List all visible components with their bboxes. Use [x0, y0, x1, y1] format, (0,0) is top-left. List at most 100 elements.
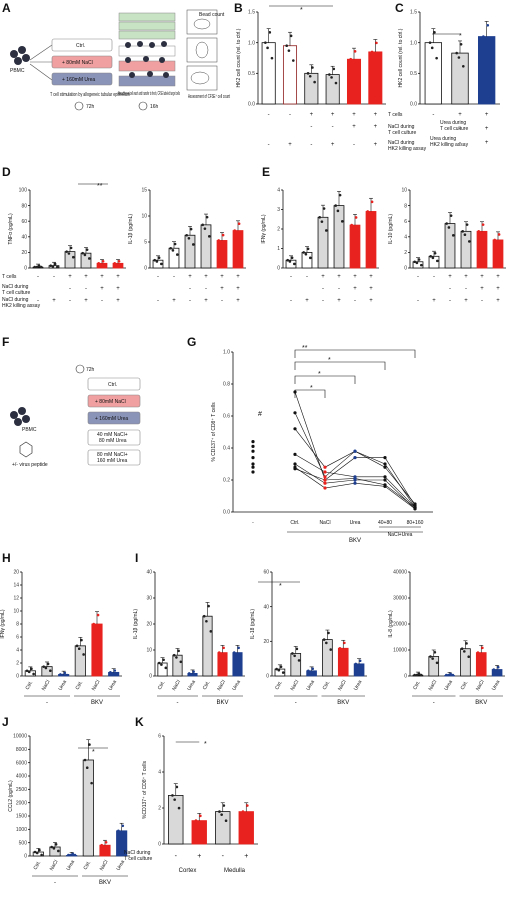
E1-sign: + — [321, 274, 325, 280]
E2-ytick-label: 6 — [404, 219, 407, 225]
D2-point — [219, 241, 223, 245]
D2-point — [217, 239, 220, 242]
I3-ytick-label: 30000 — [393, 596, 407, 602]
J-point — [85, 766, 89, 770]
E2-point — [431, 256, 435, 260]
K-group-label: Medulla — [224, 868, 246, 874]
I2-point — [293, 654, 296, 658]
B-sign: + — [374, 112, 378, 118]
I1-ytick-label: 40 — [146, 570, 152, 576]
E2-sign: - — [449, 298, 451, 304]
K-point — [194, 819, 198, 822]
D2-point — [160, 262, 163, 266]
C-point — [430, 46, 434, 50]
E1-point — [290, 256, 294, 260]
G-point — [383, 475, 387, 479]
G-ytick-label: 0.4 — [223, 446, 230, 452]
I3-point — [481, 646, 484, 650]
G-point — [383, 462, 387, 466]
pbmc-label-f: PBMC — [22, 427, 37, 433]
D-rowlabel-1: T cells — [2, 274, 17, 280]
D2-point — [176, 253, 179, 256]
E2-ytick-label: 4 — [404, 235, 407, 241]
E1-bar — [333, 205, 345, 269]
I2-xtick-label: Urea — [353, 679, 364, 692]
K-point — [173, 798, 176, 801]
I3-xtick-label: Urea — [491, 679, 502, 692]
G-point — [293, 452, 297, 456]
I2-point — [361, 667, 364, 670]
I1-point — [207, 604, 210, 608]
D2-point — [201, 223, 204, 227]
D-rowlabel-3: NaCl during — [2, 297, 29, 303]
B-point — [349, 57, 353, 61]
G-xtick-label: - — [252, 520, 254, 526]
I3-point — [419, 673, 423, 677]
D1-ylabel: TNFα (pg/mL) — [8, 213, 14, 245]
I2-ytick-label: 0 — [266, 674, 269, 680]
I3-xtick-label: Urea — [443, 679, 454, 692]
G-point — [251, 440, 255, 444]
I2-xtick-label: NaCl — [337, 679, 348, 692]
D2-point — [192, 243, 195, 246]
B-sign: - — [310, 142, 312, 148]
panel-label-f: F — [2, 335, 9, 349]
I1-bar — [232, 652, 243, 677]
I2-point — [322, 638, 326, 641]
B-point — [268, 31, 272, 34]
sig-g2: * — [328, 357, 331, 364]
D2-sign: - — [157, 274, 159, 280]
B-sign: - — [332, 124, 334, 130]
E2-sign: + — [432, 298, 436, 304]
E1-point — [354, 216, 358, 219]
H-point — [111, 671, 114, 675]
E2-sign: - — [433, 274, 435, 280]
B-sign: - — [268, 112, 270, 118]
H-point — [75, 644, 79, 648]
K-sign: - — [175, 853, 178, 860]
D2-sign: - — [189, 298, 191, 304]
E2-ytick-label: 0 — [404, 266, 407, 272]
I3-group-label: - — [433, 700, 435, 706]
C-ytick-label: 0.0 — [410, 102, 417, 108]
I1-point — [217, 651, 221, 654]
D1-ytick-label: 40 — [21, 235, 27, 241]
D2-sign: - — [205, 286, 207, 292]
E1-sign: - — [322, 298, 324, 304]
G-ytick-label: 0.2 — [223, 478, 230, 484]
E1-point — [322, 207, 326, 210]
D1-sign: + — [100, 274, 104, 280]
B-sign: + — [331, 112, 335, 118]
G-group-label: BKV — [349, 538, 361, 544]
H-ytick-label: 20 — [13, 570, 19, 576]
H-point — [61, 673, 64, 677]
J-point — [102, 845, 106, 848]
D1-point — [97, 262, 100, 265]
B-point — [332, 67, 336, 71]
D1-point — [51, 265, 55, 268]
J-point — [100, 843, 103, 847]
K-point — [222, 804, 226, 807]
f-ctrl: Ctrl. — [108, 382, 117, 388]
I1-point — [172, 653, 176, 657]
D2-sign: + — [204, 298, 208, 304]
J-xtick-label: Urea — [65, 859, 76, 872]
I3-group-label: BKV — [475, 700, 487, 706]
time-72h-f: 72h — [86, 367, 95, 373]
K-bar — [191, 820, 207, 845]
panel-label-i: I — [135, 551, 138, 565]
sig-k: * — [204, 741, 207, 748]
D2-bar — [168, 247, 180, 269]
E1-sign: - — [354, 298, 356, 304]
clock-icon-2 — [138, 101, 148, 111]
H-point — [113, 669, 117, 672]
C-bar — [451, 52, 469, 105]
B-sign: - — [289, 112, 291, 118]
K-point — [243, 813, 247, 816]
sig-g4: * — [310, 385, 313, 392]
G-point — [383, 465, 387, 469]
G-point-nacl — [323, 481, 327, 485]
J-ytick-label: 1000 — [16, 827, 27, 833]
I3-point — [494, 669, 498, 672]
C-point — [484, 40, 487, 44]
